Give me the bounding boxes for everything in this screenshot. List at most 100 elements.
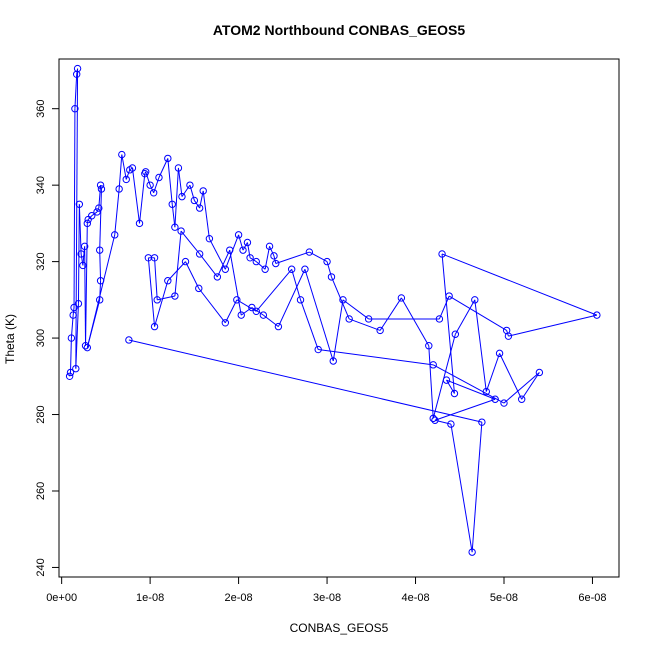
series-0-segment [73,108,76,308]
series-0-segment [180,230,201,255]
data-point [445,292,453,300]
x-tick-label: 2e-08 [225,592,253,604]
data-point [234,231,243,239]
series-0-segment [332,299,344,362]
data-point [246,254,254,262]
series-0-segment [273,255,277,264]
data-point [237,311,245,319]
y-axis-label: Theta (K) [3,314,17,364]
data-point [177,227,185,235]
series-0-segment [99,250,102,281]
series-0-segment [508,314,597,337]
x-tick-label: 5e-08 [490,592,518,604]
series-0-segment [300,299,319,350]
data-point [274,322,283,331]
data-point [435,315,444,323]
series-0-segment [434,398,496,421]
data-point [181,257,190,266]
series-0-segment [177,167,183,197]
data-point [96,277,105,285]
data-point [252,257,260,266]
series-0-segment [75,68,79,369]
data-point [118,150,126,159]
data-point [329,357,337,365]
chart-title: ATOM2 Northbound CONBAS_GEOS5 [213,22,465,38]
data-point [168,200,176,208]
data-point [221,265,230,273]
x-axis: 0e+00 1e-08 2e-08 3e-08 4e-08 5e-08 6e-08 [46,576,607,604]
data-point [265,242,274,251]
data-point [83,219,92,228]
data-point [468,548,476,556]
data-point [195,250,204,258]
marker-layer [65,64,601,556]
series-0-segment [246,242,251,258]
series-0-segment [318,349,434,366]
series-0-segment [70,338,72,373]
x-tick-label: 3e-08 [313,592,341,604]
data-point [491,395,499,403]
series-0-segment [446,379,455,394]
data-point [221,319,230,327]
y-tick-label: 240 [35,558,47,576]
series-0-segment [471,422,483,553]
series-0-segment [99,188,102,251]
data-point [535,368,544,377]
data-point [438,250,446,258]
series-0-segment [438,295,450,320]
data-point [122,175,130,184]
data-point [425,342,433,350]
series-0-segment [77,204,80,304]
data-point [226,246,234,254]
data-point [500,399,508,407]
series-0-segment [202,190,210,239]
data-point [190,196,199,205]
series-0-segment [167,261,186,282]
data-point [287,265,296,273]
data-point [135,219,144,228]
data-point [296,296,305,304]
y-tick-label: 300 [35,329,47,347]
data-point [301,265,309,273]
series-0-segment [400,297,430,346]
series-0-segment [277,269,306,327]
series-0-segment [264,246,271,270]
series-0-segment [432,364,505,404]
series-0-segment [255,268,293,312]
data-point [397,294,406,302]
data-point [195,284,203,293]
series-0-segment [450,423,473,553]
data-point [243,238,252,247]
series-0-segment [198,288,226,324]
series-0-segment [521,372,540,400]
series-0-segment [128,339,482,423]
series-0-segment [153,177,160,193]
series-0-segment [446,379,496,400]
series-0-segment [379,297,402,331]
y-tick-label: 260 [35,482,47,500]
series-0-segment [167,158,173,205]
series-0-segment [474,299,487,392]
data-point [72,70,81,78]
series-0-segment [75,303,79,369]
data-point [155,173,163,182]
data-point [442,376,451,384]
data-point [115,185,123,193]
data-point [171,223,179,231]
data-point [96,296,104,304]
x-tick-label: 0e+00 [46,592,77,604]
series-0-segment [181,184,191,197]
series-0-segment [125,169,131,180]
series-0-segment [485,353,501,392]
series-0-segment [255,261,266,270]
series-0-segment [236,299,257,312]
data-point [77,250,85,258]
data-point [213,273,222,281]
series-0-segment [199,253,218,278]
series-0-segment [87,215,93,220]
data-point [495,349,504,358]
data-point [259,311,268,319]
series-0-segment [304,269,334,362]
data-point [150,254,159,262]
data-point [450,389,459,398]
